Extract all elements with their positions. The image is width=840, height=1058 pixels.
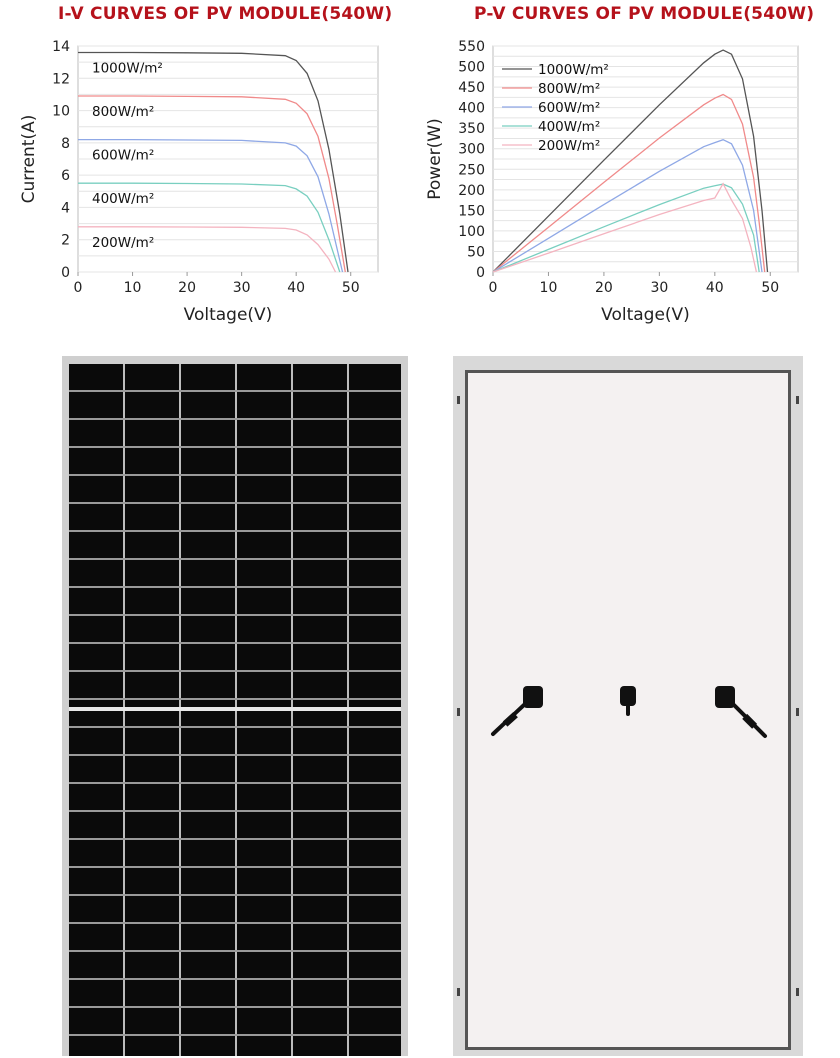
mounting-hole [457, 988, 460, 996]
iv-series-label: 800W/m² [92, 104, 154, 120]
iv-series-label: 200W/m² [92, 235, 154, 251]
pv-x-tick-label: 10 [540, 280, 558, 296]
pv-series-line [492, 49, 769, 273]
pv-legend-label: 600W/m² [538, 100, 600, 116]
junction-box-left [523, 686, 543, 708]
cable-connectors [491, 702, 767, 738]
pv-y-tick-label: 200 [458, 183, 485, 199]
pv-y-axis-label: Power(W) [425, 118, 445, 199]
iv-series-line [78, 95, 346, 273]
pv-series-line [492, 182, 758, 273]
iv-y-tick-label: 6 [61, 168, 70, 184]
pv-y-tick-label: 0 [476, 265, 485, 281]
iv-series-label: 400W/m² [92, 191, 154, 207]
iv-y-tick-label: 12 [52, 71, 70, 87]
iv-y-axis-label: Current(A) [19, 115, 39, 204]
pv-legend-label: 800W/m² [538, 81, 600, 97]
solar-panel-back-image [453, 356, 803, 1056]
pv-x-tick-label: 0 [489, 280, 498, 296]
mounting-hole [457, 708, 460, 716]
iv-chart: 0 2 4 6 8 10 12 14 0 10 20 30 40 50 Voltage(V) Current(… [19, 39, 379, 325]
pv-x-tick-label: 50 [761, 280, 779, 296]
iv-y-tick-label: 0 [61, 265, 70, 281]
pv-x-axis-label: Voltage(V) [601, 305, 690, 325]
mounting-hole [796, 988, 799, 996]
connector-left [502, 712, 518, 727]
junction-box-right [715, 686, 735, 708]
iv-x-tick-label: 40 [287, 280, 305, 296]
pv-y-tick-label: 300 [458, 142, 485, 158]
pv-chart: 0 50 100 150 200 250 300 350 400 450 500 550 0 10 20 30… [425, 39, 799, 325]
iv-x-tick-label: 50 [342, 280, 360, 296]
pv-chart-title: P-V CURVES OF PV MODULE(540W) [474, 4, 815, 24]
pv-series-line [492, 138, 763, 273]
iv-series-label: 1000W/m² [92, 60, 163, 76]
solar-panel-front-image [62, 356, 408, 1056]
iv-series-line [78, 182, 341, 273]
iv-chart-title: I-V CURVES OF PV MODULE(540W) [58, 4, 393, 24]
iv-y-tick-label: 8 [61, 136, 70, 152]
iv-y-tick-label: 2 [61, 233, 70, 249]
pv-legend-label: 1000W/m² [538, 62, 609, 78]
pv-y-tick-label: 500 [458, 60, 485, 76]
iv-y-tick-label: 4 [61, 200, 70, 216]
panel-center-busbar [69, 707, 401, 711]
pv-legend-label: 400W/m² [538, 119, 600, 135]
pv-y-tick-label: 550 [458, 39, 485, 55]
mounting-hole [457, 396, 460, 404]
pv-y-tick-label: 250 [458, 162, 485, 178]
iv-series-line [78, 138, 344, 273]
pv-series-line [492, 183, 760, 273]
pv-y-tick-label: 450 [458, 80, 485, 96]
mounting-hole [796, 708, 799, 716]
iv-y-tick-label: 14 [52, 39, 70, 55]
pv-x-tick-label: 30 [650, 280, 668, 296]
connector-right [742, 713, 758, 729]
pv-x-tick-label: 20 [595, 280, 613, 296]
mounting-hole [796, 396, 799, 404]
pv-x-tick-label: 40 [706, 280, 724, 296]
pv-series-line [492, 93, 766, 273]
iv-x-tick-label: 0 [74, 280, 83, 296]
iv-series-line [78, 51, 349, 273]
iv-x-axis-label: Voltage(V) [184, 305, 273, 325]
pv-y-tick-label: 350 [458, 121, 485, 137]
pv-y-tick-label: 150 [458, 203, 485, 219]
pv-legend-label: 200W/m² [538, 138, 600, 154]
pv-y-tick-label: 100 [458, 224, 485, 240]
iv-y-tick-label: 10 [52, 104, 70, 120]
iv-x-tick-label: 10 [124, 280, 142, 296]
junction-box-center [620, 686, 636, 706]
pv-y-tick-label: 50 [467, 244, 485, 260]
iv-series-label: 600W/m² [92, 148, 154, 164]
iv-x-tick-label: 20 [178, 280, 196, 296]
iv-series-line [78, 226, 337, 273]
pv-y-tick-label: 400 [458, 101, 485, 117]
iv-x-tick-label: 30 [233, 280, 251, 296]
